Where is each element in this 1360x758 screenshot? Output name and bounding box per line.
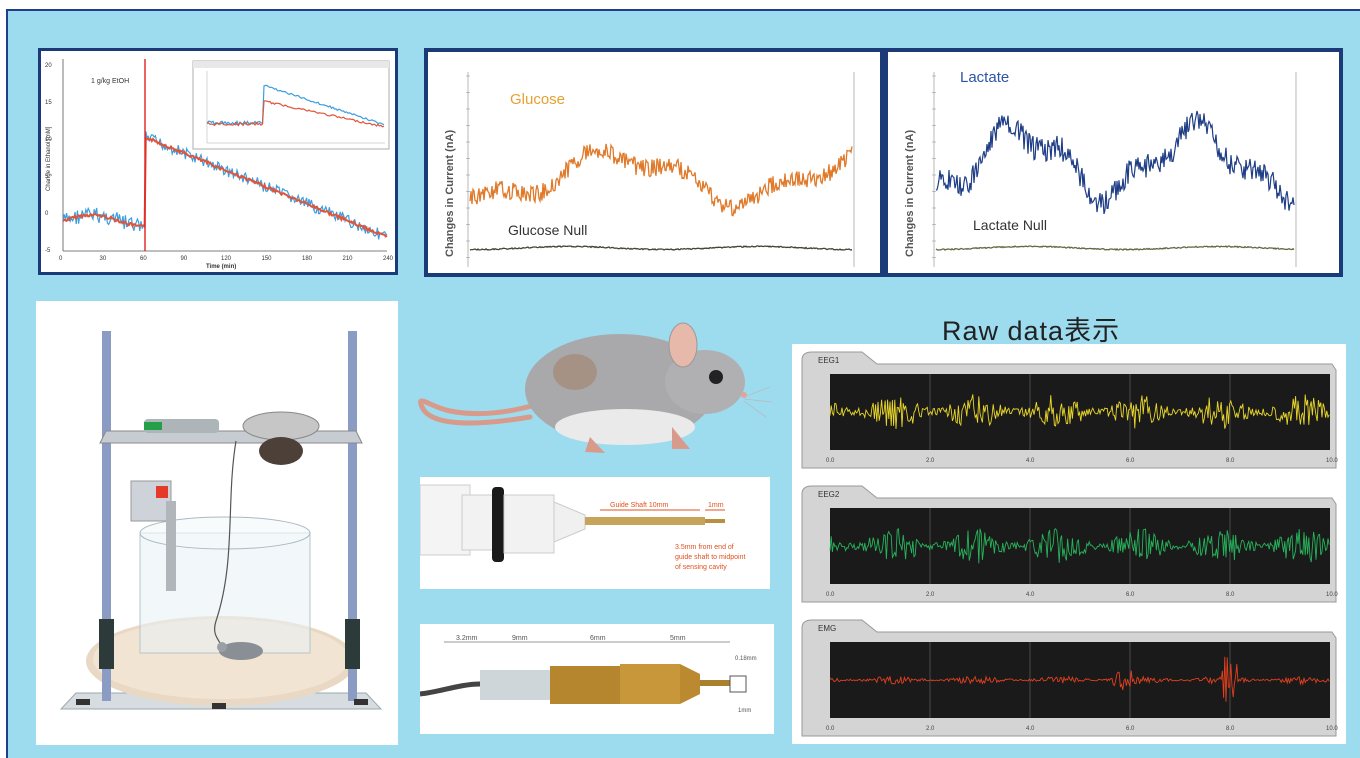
- biosensor-charts-frame: Changes in Current (nA) Glucose Glucose …: [424, 48, 1343, 277]
- guide-shaft-label: Guide Shaft 10mm: [610, 502, 669, 509]
- probe-diagram-panel: Guide Shaft 10mm 1mm 3.5mm from end of g…: [420, 477, 770, 589]
- channel-trace: [829, 527, 1330, 564]
- lactate-chart: Changes in Current (nA) Lactate Lactate …: [888, 52, 1339, 273]
- channel-xtick: 6.0: [1126, 458, 1135, 464]
- channel-label: EEG1: [818, 356, 840, 365]
- electrode-diagram-panel: 3.2mm 9mm 6mm 5mm 0.18mm 1mm: [420, 624, 774, 734]
- channel-xtick: 2.0: [926, 726, 935, 732]
- channel-trace: [829, 656, 1330, 702]
- channel-eeg1: EEG1 0.0 2.0 4.0 6.0 8.0 10.0: [801, 351, 1338, 469]
- dim-3: 6mm: [590, 635, 606, 642]
- channel-emg: EMG 0.0 2.0 4.0 6.0 8.0 10.0: [801, 619, 1338, 737]
- channel-xtick: 10.0: [1326, 592, 1338, 598]
- ethanol-ylabel: Change in Ethanol [mM]: [46, 126, 52, 191]
- ethanol-xtick: 30: [100, 256, 107, 262]
- raw-data-panel: EEG1 0.0 2.0 4.0 6.0 8.0 10.0 EEG2 0.0 2.0 4.0 6.0 8…: [792, 344, 1346, 744]
- channel-xtick: 6.0: [1126, 726, 1135, 732]
- electrode-diagram: 3.2mm 9mm 6mm 5mm 0.18mm 1mm: [420, 624, 774, 734]
- ethanol-ytick: -5: [45, 248, 51, 254]
- raw-data-chart: EEG1 0.0 2.0 4.0 6.0 8.0 10.0 EEG2 0.0 2.0 4.0 6.0 8…: [792, 344, 1346, 744]
- ethanol-chart: 1 g/kg EtOH Change in Ethanol [mM] Time …: [41, 51, 395, 272]
- glucose-trace: [469, 143, 853, 217]
- channel-xtick: 0.0: [826, 458, 835, 464]
- lactate-ylabel: Changes in Current (nA): [904, 130, 916, 257]
- cage-illustration: [36, 301, 398, 745]
- ethanol-chart-panel: 1 g/kg EtOH Change in Ethanol [mM] Time …: [38, 48, 398, 275]
- channel-trace: [829, 394, 1330, 429]
- probe-note-line1: 3.5mm from end of: [675, 544, 734, 551]
- ethanol-xtick: 90: [181, 256, 188, 262]
- channel-xtick: 4.0: [1026, 592, 1035, 598]
- lactate-chart-panel: Changes in Current (nA) Lactate Lactate …: [888, 52, 1339, 273]
- channel-xtick: 2.0: [926, 458, 935, 464]
- channel-xtick: 4.0: [1026, 726, 1035, 732]
- glucose-chart-panel: Changes in Current (nA) Glucose Glucose …: [428, 52, 880, 273]
- channel-label: EEG2: [818, 490, 840, 499]
- glucose-title: Glucose: [510, 91, 565, 108]
- background-board: 1 g/kg EtOH Change in Ethanol [mM] Time …: [6, 9, 1360, 758]
- mouse-icon: [418, 322, 773, 453]
- channel-xtick: 2.0: [926, 592, 935, 598]
- ethanol-inset: [192, 60, 390, 150]
- channel-xtick: 8.0: [1226, 458, 1235, 464]
- ethanol-xtick: 210: [343, 256, 354, 262]
- tip-dim-1: 0.18mm: [735, 656, 757, 662]
- channel-xtick: 0.0: [826, 726, 835, 732]
- glucose-ylabel: Changes in Current (nA): [444, 130, 456, 257]
- dim-2: 9mm: [512, 635, 528, 642]
- lactate-trace: [935, 110, 1295, 215]
- ethanol-fit-trace: [62, 136, 388, 238]
- raw-data-heading: Raw data表示: [942, 316, 1121, 346]
- lactate-null-label: Lactate Null: [973, 217, 1047, 233]
- ethanol-xlabel: Time (min): [206, 264, 236, 270]
- channel-xtick: 0.0: [826, 592, 835, 598]
- ethanol-ytick: 5: [45, 174, 49, 180]
- glucose-null-label: Glucose Null: [508, 222, 587, 238]
- channel-xtick: 10.0: [1326, 458, 1338, 464]
- channel-eeg2: EEG2 0.0 2.0 4.0 6.0 8.0 10.0: [801, 485, 1338, 603]
- lactate-title: Lactate: [960, 69, 1009, 86]
- ethanol-ytick: 10: [45, 137, 52, 143]
- mouse-illustration-area: [410, 307, 780, 472]
- ethanol-xtick: 180: [302, 256, 313, 262]
- glucose-chart: Changes in Current (nA) Glucose Glucose …: [428, 52, 880, 273]
- channel-xtick: 8.0: [1226, 592, 1235, 598]
- probe-note-line2: guide shaft to midpoint: [675, 554, 745, 561]
- channel-xtick: 8.0: [1226, 726, 1235, 732]
- lactate-null-trace: [935, 245, 1295, 251]
- ethanol-annotation: 1 g/kg EtOH: [91, 78, 129, 85]
- tip-dim-2: 1mm: [738, 708, 751, 714]
- glucose-null-trace: [469, 245, 853, 251]
- ethanol-xtick: 120: [221, 256, 232, 262]
- channel-xtick: 6.0: [1126, 592, 1135, 598]
- dim-4: 5mm: [670, 635, 686, 642]
- channel-xtick: 4.0: [1026, 458, 1035, 464]
- ethanol-ytick: 15: [45, 100, 52, 106]
- channel-xtick: 10.0: [1326, 726, 1338, 732]
- tip-length-label: 1mm: [708, 502, 724, 509]
- ethanol-xtick: 240: [383, 256, 394, 262]
- ethanol-raw-trace: [62, 131, 388, 240]
- ethanol-xtick: 150: [262, 256, 273, 262]
- probe-diagram: Guide Shaft 10mm 1mm 3.5mm from end of g…: [420, 477, 770, 589]
- ethanol-ytick: 0: [45, 211, 49, 217]
- ethanol-xtick: 0: [59, 256, 63, 262]
- ethanol-xtick: 60: [140, 256, 147, 262]
- probe-note-line3: of sensing cavity: [675, 564, 727, 571]
- ethanol-ytick: 20: [45, 63, 52, 69]
- channel-label: EMG: [818, 624, 836, 633]
- cage-photo: [36, 301, 398, 745]
- dim-1: 3.2mm: [456, 635, 478, 642]
